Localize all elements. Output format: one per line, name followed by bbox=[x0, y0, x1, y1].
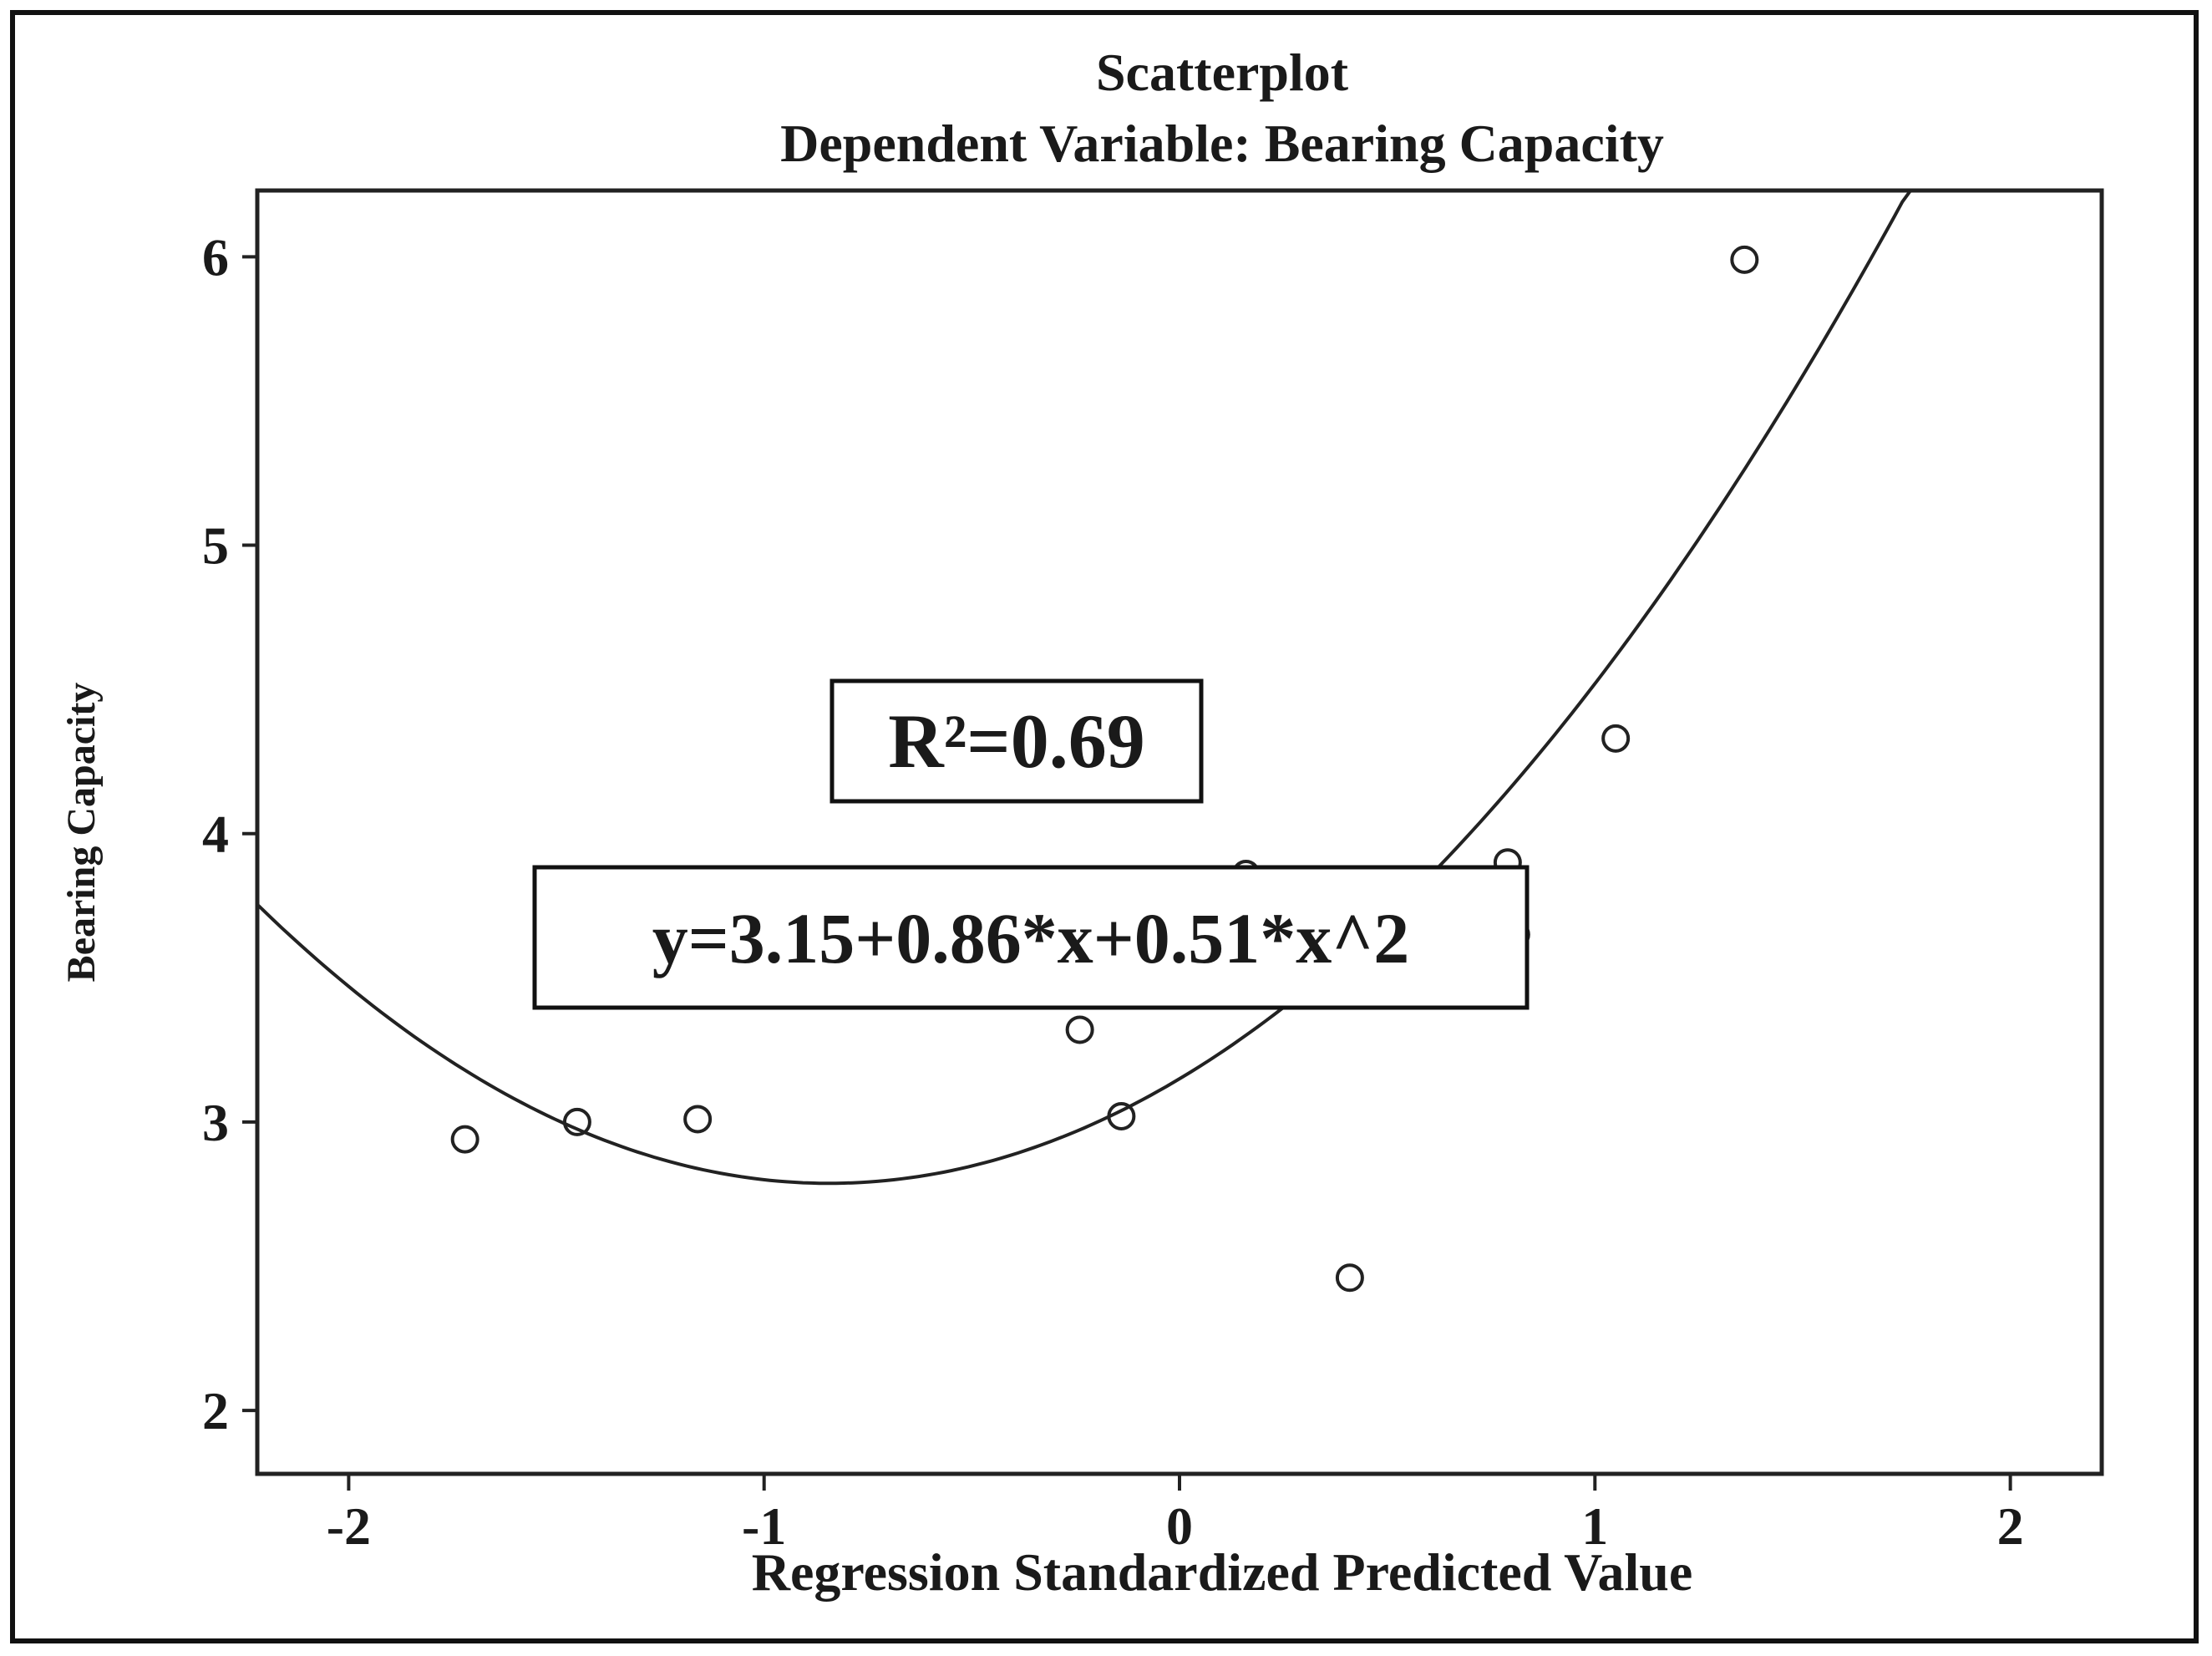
data-point bbox=[683, 1105, 713, 1134]
data-point bbox=[1730, 245, 1759, 274]
x-tick-label: 2 bbox=[1997, 1496, 2024, 1556]
r2-annotation: R²=0.69 bbox=[888, 698, 1144, 784]
y-tick-label: 3 bbox=[202, 1093, 229, 1152]
x-axis: -2 -1 0 1 2 bbox=[327, 1474, 2024, 1556]
y-tick-label: 2 bbox=[202, 1381, 229, 1440]
data-point bbox=[1107, 1101, 1136, 1130]
plot-area bbox=[255, 188, 2104, 1476]
r2-box bbox=[830, 678, 1204, 804]
fit-curve bbox=[256, 189, 1912, 1186]
data-point bbox=[562, 1107, 591, 1136]
x-tick-label: 0 bbox=[1166, 1496, 1193, 1556]
chart-frame: Scatterplot Dependent Variable: Bearing … bbox=[10, 10, 2199, 1643]
y-tick-label: 5 bbox=[202, 516, 229, 576]
chart-subtitle: Dependent Variable: Bearing Capacity bbox=[780, 114, 1664, 173]
data-point bbox=[1335, 1263, 1364, 1293]
x-tick-label: 1 bbox=[1581, 1496, 1608, 1556]
data-point bbox=[1065, 1015, 1094, 1044]
equation-annotation: y=3.15+0.86*x+0.51*x^2 bbox=[652, 898, 1410, 978]
y-tick-label: 4 bbox=[202, 805, 229, 864]
x-axis-label: Regression Standardized Predicted Value bbox=[752, 1542, 1693, 1602]
y-axis-label: Bearing Capacity bbox=[59, 683, 104, 983]
scatterplot-chart: Scatterplot Dependent Variable: Bearing … bbox=[59, 43, 2104, 1602]
y-tick-label: 6 bbox=[202, 227, 229, 287]
data-point bbox=[1601, 724, 1631, 753]
equation-box bbox=[532, 865, 1530, 1010]
data-point bbox=[450, 1125, 479, 1154]
x-tick-label: -1 bbox=[742, 1496, 786, 1556]
y-axis: 2 3 4 5 6 bbox=[202, 227, 257, 1440]
chart-title: Scatterplot bbox=[1096, 43, 1349, 102]
x-tick-label: -2 bbox=[327, 1496, 371, 1556]
